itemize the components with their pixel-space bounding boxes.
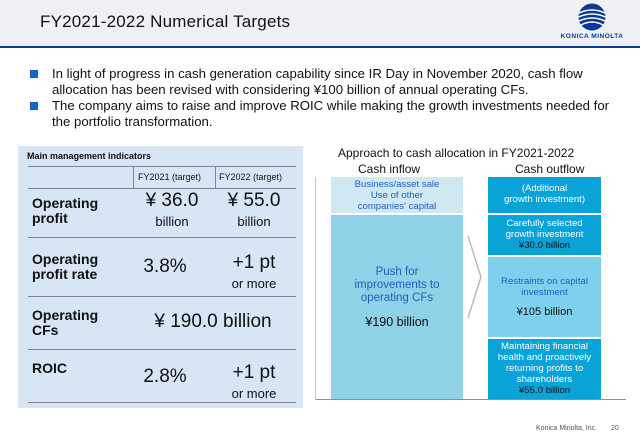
outflow-capital-investment-box: Restraints on capital investment ¥105 bi… [488, 257, 601, 337]
table-divider [28, 349, 296, 350]
box-text-line: Business/asset sale [354, 179, 440, 190]
column-header-fy2022: FY2022 (target) [219, 172, 283, 182]
box-text-line: improvements to [354, 279, 440, 291]
row-label-roic: ROIC [32, 361, 67, 376]
cash-outflow-heading: Cash outflow [515, 162, 585, 176]
header-rule [0, 46, 640, 48]
row-label-line: Operating [32, 195, 99, 211]
box-text-line: growth investment) [503, 194, 586, 205]
row-label-operating-profit: Operating profit [32, 196, 98, 226]
table-divider [28, 166, 296, 167]
row-label-line: profit rate [32, 266, 98, 282]
box-text-line: Carefully selected [506, 218, 583, 229]
globe-logo-icon [578, 3, 606, 31]
row-label-line: CFs [32, 322, 59, 338]
roic-fy2022-unit: or more [231, 386, 277, 401]
bullet-square-icon [30, 70, 38, 78]
page-number: 20 [611, 425, 619, 432]
inflow-operating-cfs-box: Push for improvements to operating CFs ¥… [331, 215, 463, 399]
row-label-line: Operating [32, 251, 99, 267]
table-divider [28, 402, 296, 403]
outflow-selected-growth-box: Carefully selected growth investment ¥30… [488, 215, 601, 255]
box-text-line: (Additional [521, 183, 568, 194]
operating-profit-rate-fy2022-unit: or more [231, 276, 277, 291]
bullet-text: In light of progress in cash generation … [52, 66, 583, 97]
row-label-line: Operating [32, 307, 99, 323]
table-caption: Main management indicators [27, 151, 152, 161]
table-divider [28, 188, 296, 189]
outflow-amount: ¥30.0 billion [518, 240, 571, 251]
roic-fy2022-value: +1 pt [232, 362, 276, 383]
diagram-title: Approach to cash allocation in FY2021-20… [338, 146, 575, 160]
chevron-right-icon [467, 235, 482, 319]
outflow-amount: ¥105 billion [516, 306, 573, 318]
box-text-line: Use of other [370, 190, 424, 201]
operating-profit-fy2021-unit: billion [155, 214, 189, 229]
operating-profit-fy2021-value: ¥ 36.0 [145, 190, 199, 211]
box-text-line: health and proactively [497, 352, 592, 363]
column-header-fy2021: FY2021 (target) [138, 172, 202, 182]
company-logo: KONICA MINOLTA [550, 2, 634, 44]
outflow-label: Restraints on capital investment [488, 276, 601, 298]
row-label-operating-profit-rate: Operating profit rate [32, 252, 98, 282]
outflow-amount: ¥55.0 billion [518, 385, 571, 396]
row-label-line: profit [32, 210, 68, 226]
inflow-asset-sale-box: Business/asset sale Use of other compani… [331, 177, 463, 213]
box-text-line: companies' capital [357, 201, 437, 212]
diagram-frame [315, 177, 626, 400]
table-divider [28, 237, 296, 238]
outflow-shareholder-returns-box: Maintaining financial health and proacti… [488, 339, 601, 399]
row-label-operating-cfs: Operating CFs [32, 308, 98, 338]
bullet-item: In light of progress in cash generation … [30, 66, 630, 97]
roic-fy2021-value: 2.8% [143, 366, 187, 387]
box-text-line: Maintaining financial [501, 341, 588, 352]
operating-profit-rate-fy2021-value: 3.8% [143, 256, 187, 277]
box-text-line: returning profits to [505, 363, 584, 374]
operating-profit-rate-fy2022-value: +1 pt [232, 252, 276, 273]
box-text-line: Restraints on capital [501, 276, 588, 287]
header-band [0, 0, 640, 46]
inflow-amount: ¥190 billion [365, 315, 429, 329]
operating-profit-fy2022-unit: billion [237, 214, 271, 229]
page-title: FY2021-2022 Numerical Targets [40, 12, 291, 31]
box-text-line: operating CFs [360, 292, 434, 304]
inflow-main-label: Push for improvements to operating CFs [331, 266, 463, 305]
indicators-table: Main management indicators FY2021 (targe… [18, 146, 303, 408]
box-text-line: investment [521, 287, 568, 298]
footer-company: Konica Minolta, Inc. [536, 425, 598, 432]
bullet-text: The company aims to raise and improve RO… [52, 98, 610, 129]
operating-profit-fy2022-value: ¥ 55.0 [227, 190, 281, 211]
cash-inflow-heading: Cash inflow [358, 162, 421, 176]
table-divider [28, 296, 296, 297]
box-text-line: shareholders [516, 374, 573, 385]
bullet-item: The company aims to raise and improve RO… [30, 98, 630, 129]
table-divider [215, 166, 216, 188]
operating-cfs-merged-value: ¥ 190.0 billion [154, 311, 272, 332]
box-text-line: Push for [375, 266, 419, 278]
row-label-line: ROIC [32, 360, 67, 376]
bullet-square-icon [30, 102, 38, 110]
outflow-additional-growth-box: (Additional growth investment) [488, 177, 601, 213]
logo-text: KONICA MINOLTA [560, 33, 624, 40]
box-text-line: growth investment [505, 229, 584, 240]
bullet-list: In light of progress in cash generation … [30, 66, 630, 130]
table-divider [133, 166, 134, 188]
